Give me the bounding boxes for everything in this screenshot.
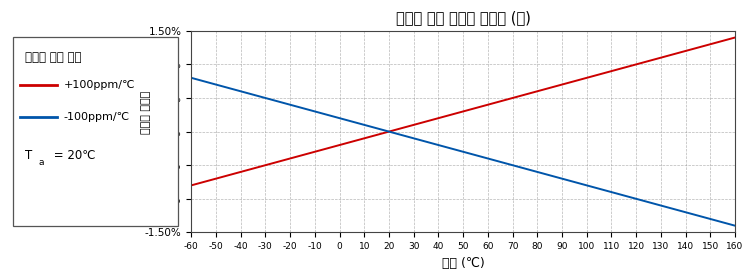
- Text: 저항치 온도 계수: 저항치 온도 계수: [26, 51, 82, 64]
- Text: T: T: [26, 149, 32, 162]
- Text: +100ppm/℃: +100ppm/℃: [64, 80, 136, 90]
- Text: -100ppm/℃: -100ppm/℃: [64, 113, 130, 122]
- Text: a: a: [38, 158, 44, 167]
- Title: 온도에 따른 저항치 변화율 (예): 온도에 따른 저항치 변화율 (예): [396, 10, 530, 25]
- Text: = 20℃: = 20℃: [50, 149, 95, 162]
- Text: 저항치 변화율: 저항치 변화율: [141, 90, 152, 134]
- Y-axis label: (%): (%): [132, 132, 152, 142]
- X-axis label: 온도 (℃): 온도 (℃): [442, 257, 485, 270]
